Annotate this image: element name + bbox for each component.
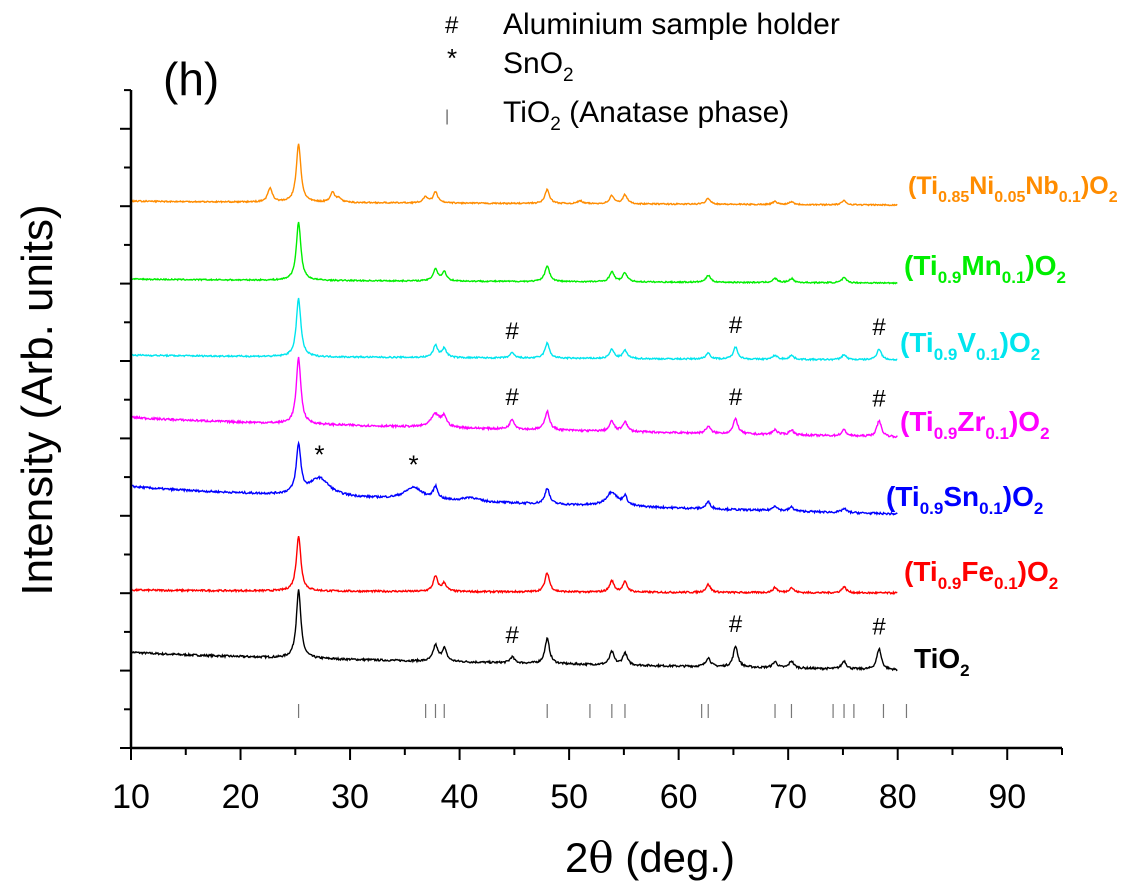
series-label-5: (Ti0.9Mn0.1)O2 — [904, 250, 1066, 287]
series-line-1 — [130, 536, 898, 596]
legend-symbol-bar: | — [445, 108, 449, 125]
legend-label-anatase: TiO2 (Anatase phase) — [503, 96, 789, 135]
x-tick-label: 80 — [879, 778, 917, 816]
series-line-4 — [130, 297, 898, 362]
series-label-6: (Ti0.85Ni0.05Nb0.1)O2 — [908, 172, 1118, 206]
series-line-2 — [130, 440, 898, 516]
peak-markers: # # # * * # # # # # # — [314, 312, 886, 649]
reference-ticks — [297, 704, 908, 718]
legend-symbol-hash: # — [445, 12, 459, 39]
legend: # Aluminium sample holder * SnO2 | TiO2 … — [445, 8, 840, 135]
series-label-2: (Ti0.9Sn0.1)O2 — [886, 481, 1043, 518]
holder-peak-marker: # — [872, 386, 886, 413]
series-curves — [130, 143, 898, 672]
x-tick-label: 70 — [769, 778, 807, 816]
holder-peak-marker: # — [505, 384, 519, 411]
holder-peak-marker: # — [729, 312, 743, 339]
series-label-1: (Ti0.9Fe0.1)O2 — [904, 556, 1058, 593]
x-tick-label: 50 — [550, 778, 588, 816]
series-line-5 — [131, 221, 898, 285]
axes: 10 20 30 40 50 60 70 80 90 — [112, 89, 1063, 816]
legend-symbol-star: * — [447, 43, 457, 73]
holder-peak-marker: # — [505, 622, 519, 649]
holder-peak-marker: # — [872, 614, 886, 641]
holder-peak-marker: # — [729, 611, 743, 638]
series-label-3: (Ti0.9Zr0.1)O2 — [900, 406, 1050, 443]
series-line-3 — [130, 356, 898, 439]
x-axis-label: 2θ (deg.) — [565, 833, 735, 882]
x-tick-label: 30 — [331, 778, 369, 816]
sno2-peak-marker: * — [409, 449, 419, 479]
holder-peak-marker: # — [505, 318, 519, 345]
holder-peak-marker: # — [729, 384, 743, 411]
sno2-peak-marker: * — [314, 439, 324, 469]
x-tick-label: 90 — [988, 778, 1026, 816]
x-tick-label: 20 — [222, 778, 260, 816]
x-tick-label: 40 — [441, 778, 479, 816]
series-label-4: (Ti0.9V0.1)O2 — [900, 327, 1040, 364]
series-line-6 — [130, 143, 898, 207]
panel-label: (h) — [163, 53, 219, 105]
holder-peak-marker: # — [872, 314, 886, 341]
legend-label-aluminium: Aluminium sample holder — [503, 8, 840, 41]
series-line-0 — [130, 589, 898, 672]
y-axis-label: Intensity (Arb. units) — [13, 204, 62, 595]
legend-label-sno2: SnO2 — [503, 47, 574, 86]
series-label-0: TiO2 — [914, 643, 970, 680]
x-tick-label: 60 — [660, 778, 698, 816]
x-tick-label: 10 — [112, 778, 150, 816]
series-labels: TiO2 (Ti0.9Fe0.1)O2 (Ti0.9Sn0.1)O2 (Ti0.9Zr… — [886, 172, 1118, 680]
